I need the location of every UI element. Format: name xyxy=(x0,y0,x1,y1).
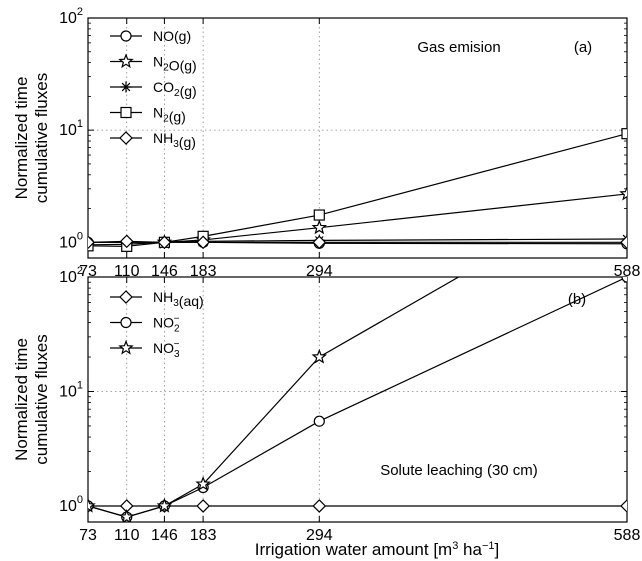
legend-marker-n2-g xyxy=(120,106,132,119)
x-tick-label: 110 xyxy=(114,527,140,544)
data-point-no3 xyxy=(118,508,135,522)
data-point-nh3-aq xyxy=(312,499,327,513)
y-tick-label: 100 xyxy=(59,494,83,515)
data-point-nh3-g xyxy=(157,235,172,250)
data-point-no2 xyxy=(313,415,325,427)
x-tick-label: 588 xyxy=(614,527,641,544)
x-tick-label: 110 xyxy=(114,263,140,280)
data-point-n2-g xyxy=(621,128,627,140)
legend-marker-no-g xyxy=(120,30,132,42)
data-point-nh3-g xyxy=(119,234,134,249)
y-tick-label: 101 xyxy=(59,118,83,139)
x-tick-label: 294 xyxy=(306,263,333,280)
legend-label: N2O(g) xyxy=(153,54,197,74)
series-line-n2-g xyxy=(88,133,627,247)
data-point-nh3-g xyxy=(196,235,210,250)
x-tick-label: 73 xyxy=(79,527,97,544)
data-point-no3 xyxy=(311,348,328,364)
legend-marker-no2 xyxy=(120,316,132,329)
data-point-n2o-g xyxy=(619,185,627,201)
x-tick-label: 588 xyxy=(614,263,641,280)
series-line-no2 xyxy=(88,277,627,518)
data-point-n2-g xyxy=(313,209,325,221)
legend-label: NO(g) xyxy=(153,28,191,44)
y-tick-label: 100 xyxy=(59,230,83,251)
legend-marker-no3 xyxy=(118,339,134,355)
y-tick-label: 102 xyxy=(59,265,83,286)
data-point-nh3-aq xyxy=(620,499,627,513)
x-tick-label: 294 xyxy=(306,527,333,544)
panel-annotation: Gas emision xyxy=(417,39,500,56)
y-axis-label: Normalized timecumulative fluxes xyxy=(12,334,51,464)
legend-label: NH3(aq) xyxy=(153,289,204,309)
data-point-nh3-aq xyxy=(196,499,210,513)
data-point-n2o-g xyxy=(311,219,328,235)
data-point-no2 xyxy=(621,277,627,283)
legend: NO(g) N2O(g) CO2(g) N2(g) NH3(g) xyxy=(110,28,197,150)
legend-label: N2(g) xyxy=(153,105,186,125)
panel-annotation: Solute leaching (30 cm) xyxy=(380,462,538,479)
legend-marker-nh3-aq xyxy=(119,290,133,304)
legend-marker-n2o-g xyxy=(118,53,134,69)
data-point-no3 xyxy=(195,476,211,491)
data-point-nh3-g xyxy=(312,235,327,250)
legend: NH3(aq) NO2− NO3− xyxy=(110,289,204,360)
data-point-nh3-g xyxy=(620,235,627,250)
series-line-n2o-g xyxy=(88,193,627,246)
legend-marker-nh3-g xyxy=(119,131,133,145)
data-point-no3 xyxy=(88,497,96,513)
data-point-nh3-g xyxy=(88,235,95,250)
y-tick-label: 101 xyxy=(59,379,83,400)
series-layer xyxy=(88,128,627,252)
x-tick-label: 146 xyxy=(151,263,178,280)
panel-label: (a) xyxy=(574,39,592,56)
data-point-no3 xyxy=(156,497,173,513)
legend-label: NH3(g) xyxy=(153,130,196,150)
plot-frame xyxy=(87,276,628,523)
legend-label: NO3− xyxy=(153,339,180,360)
panel-label: (b) xyxy=(568,291,586,308)
y-tick-label: 102 xyxy=(59,6,83,27)
x-tick-label: 183 xyxy=(190,527,217,544)
series-layer xyxy=(88,277,627,522)
chart-panel-a: 100 101 102 73 110 146 183 294 588 Normalized tim… xyxy=(12,6,640,280)
legend-label: NO2− xyxy=(153,314,180,335)
x-tick-label: 183 xyxy=(190,263,217,280)
x-tick-label: 146 xyxy=(151,527,178,544)
y-axis-label: Normalized timecumulative fluxes xyxy=(12,73,51,203)
legend-marker-co2-g xyxy=(120,81,132,93)
figure-x-axis-label: Irrigation water amount [m3 ha−1] xyxy=(255,540,500,559)
legend-label: CO2(g) xyxy=(153,79,197,99)
x-tick-label: 73 xyxy=(79,263,97,280)
